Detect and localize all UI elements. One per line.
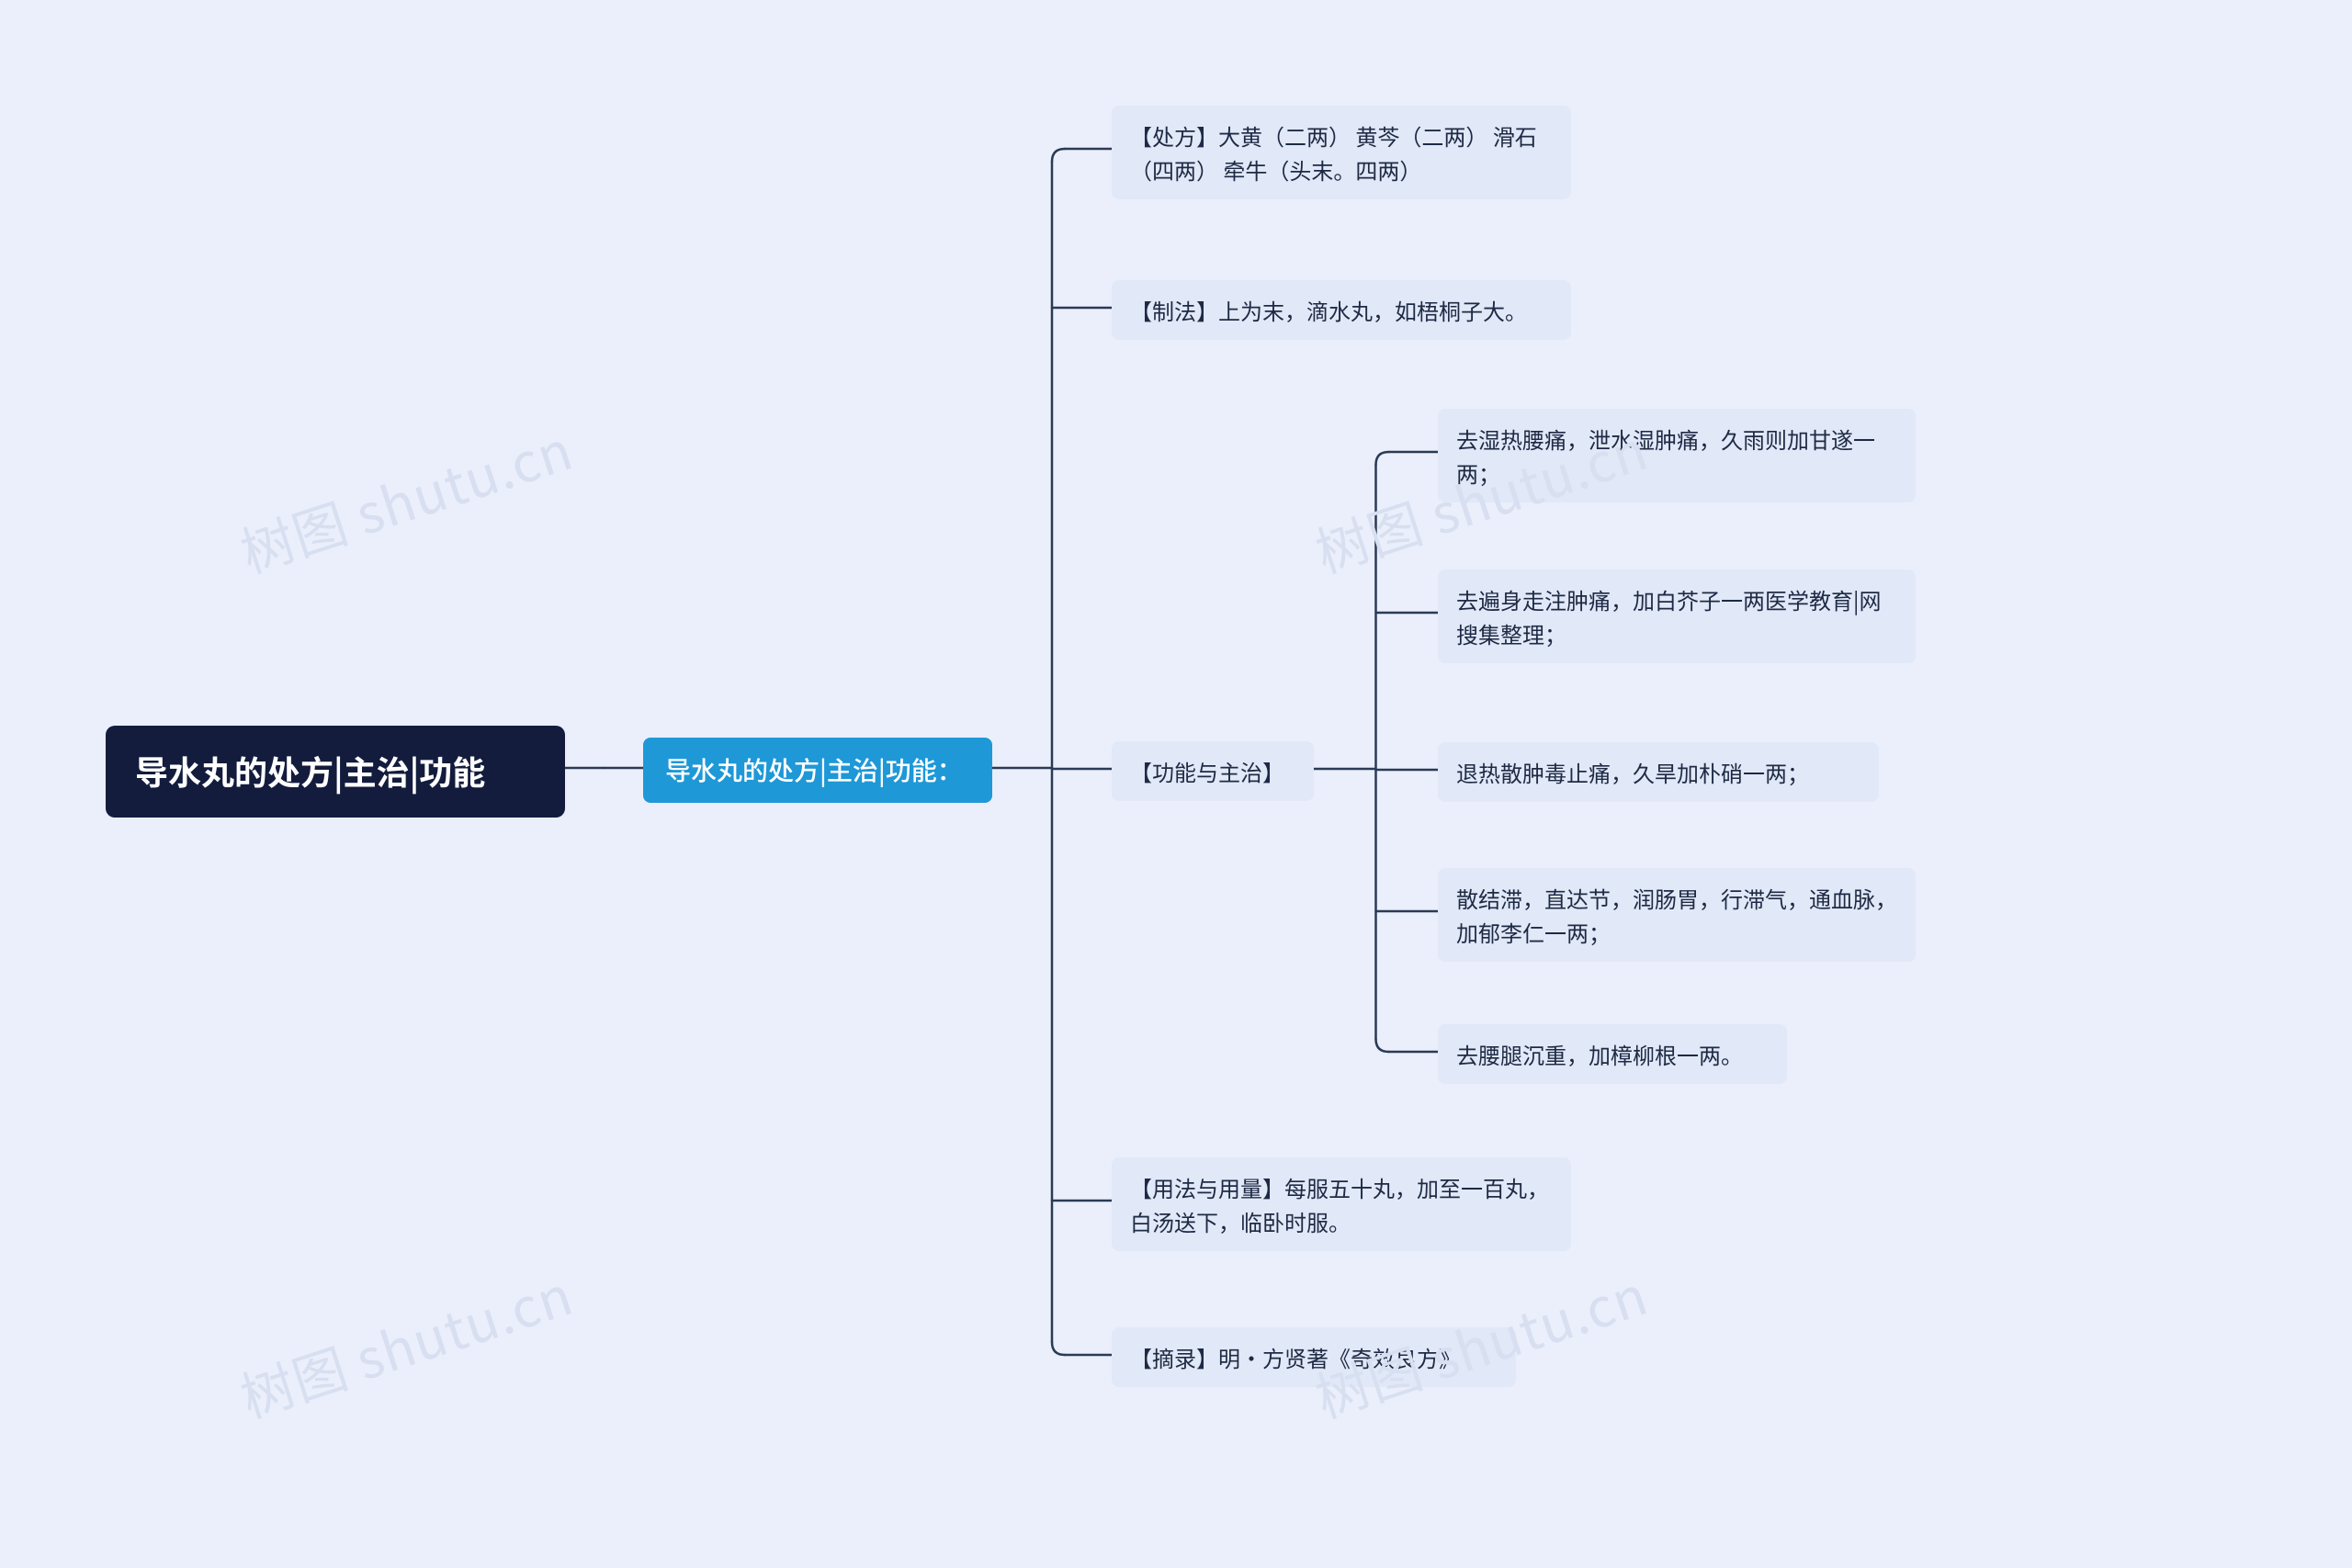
watermark: 树图 shutu.cn <box>230 1253 582 1433</box>
node-usage[interactable]: 【用法与用量】每服五十丸，加至一百丸，白汤送下，临卧时服。 <box>1112 1157 1571 1251</box>
node-func-3-label: 退热散肿毒止痛，久旱加朴硝一两； <box>1456 755 1809 789</box>
node-functions-label: 【功能与主治】 <box>1130 754 1284 788</box>
node-usage-label: 【用法与用量】每服五十丸，加至一百丸，白汤送下，临卧时服。 <box>1130 1170 1553 1238</box>
node-root-label: 导水丸的处方|主治|功能 <box>135 746 485 797</box>
node-func-2[interactable]: 去遍身走注肿痛，加白芥子一两医学教育|网搜集整理； <box>1438 570 1916 663</box>
watermark: 树图 shutu.cn <box>230 408 582 588</box>
node-func-5-label: 去腰腿沉重，加樟柳根一两。 <box>1456 1037 1743 1071</box>
node-prescription-label: 【处方】大黄（二两） 黄芩（二两） 滑石（四两） 牵牛（头末。四两） <box>1130 118 1553 186</box>
mindmap-canvas: 导水丸的处方|主治|功能 导水丸的处方|主治|功能： 【处方】大黄（二两） 黄芩… <box>0 0 2352 1568</box>
node-func-2-label: 去遍身走注肿痛，加白芥子一两医学教育|网搜集整理； <box>1456 582 1897 650</box>
node-functions[interactable]: 【功能与主治】 <box>1112 741 1314 801</box>
node-preparation[interactable]: 【制法】上为末，滴水丸，如梧桐子大。 <box>1112 280 1571 340</box>
node-func-4-label: 散结滞，直达节，润肠胃，行滞气，通血脉，加郁李仁一两； <box>1456 881 1897 949</box>
node-root[interactable]: 导水丸的处方|主治|功能 <box>106 726 565 818</box>
node-func-4[interactable]: 散结滞，直达节，润肠胃，行滞气，通血脉，加郁李仁一两； <box>1438 868 1916 962</box>
node-source-label: 【摘录】明·方贤著《奇效良方》 <box>1130 1340 1461 1374</box>
node-sub-label: 导水丸的处方|主治|功能： <box>665 750 963 790</box>
node-func-3[interactable]: 退热散肿毒止痛，久旱加朴硝一两； <box>1438 742 1879 802</box>
node-func-5[interactable]: 去腰腿沉重，加樟柳根一两。 <box>1438 1024 1787 1084</box>
node-func-1[interactable]: 去湿热腰痛，泄水湿肿痛，久雨则加甘遂一两； <box>1438 409 1916 502</box>
node-func-1-label: 去湿热腰痛，泄水湿肿痛，久雨则加甘遂一两； <box>1456 422 1897 490</box>
node-sub[interactable]: 导水丸的处方|主治|功能： <box>643 738 992 803</box>
node-source[interactable]: 【摘录】明·方贤著《奇效良方》 <box>1112 1327 1516 1387</box>
node-prescription[interactable]: 【处方】大黄（二两） 黄芩（二两） 滑石（四两） 牵牛（头末。四两） <box>1112 106 1571 199</box>
node-preparation-label: 【制法】上为末，滴水丸，如梧桐子大。 <box>1130 293 1527 327</box>
